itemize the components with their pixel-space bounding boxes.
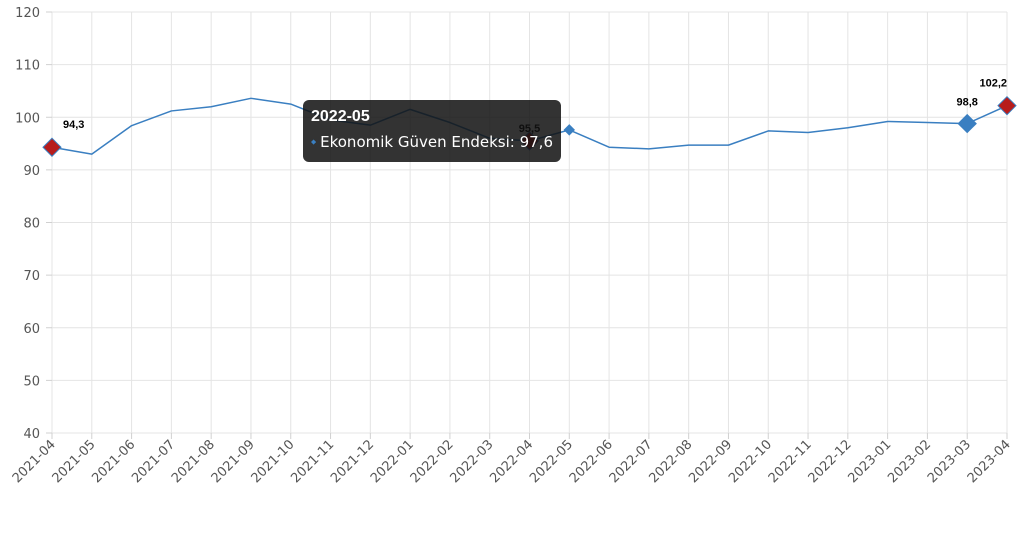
y-tick-label: 70 bbox=[23, 269, 40, 284]
data-point-marker[interactable] bbox=[997, 95, 1017, 116]
y-tick-label: 110 bbox=[15, 59, 40, 74]
markers-layer bbox=[42, 95, 1017, 157]
data-point-marker[interactable] bbox=[957, 113, 977, 134]
y-tick-label: 120 bbox=[15, 6, 40, 21]
x-tick-label: 2023-04 bbox=[965, 437, 1014, 486]
y-tick-label: 50 bbox=[23, 374, 40, 389]
tooltip: 2022-05 Ekonomik Güven Endeksi: 97,6 bbox=[303, 100, 561, 162]
tooltip-series-name: Ekonomik Güven Endeksi bbox=[320, 133, 510, 151]
y-tick-label: 40 bbox=[23, 427, 40, 442]
data-label: 102,2 bbox=[979, 78, 1007, 90]
tooltip-row: Ekonomik Güven Endeksi: 97,6 bbox=[311, 133, 553, 151]
tooltip-value: 97,6 bbox=[519, 133, 553, 151]
tooltip-title: 2022-05 bbox=[311, 108, 370, 125]
grid-lines bbox=[51, 11, 1008, 434]
y-tick-label: 80 bbox=[23, 217, 40, 232]
y-tick-label: 100 bbox=[15, 111, 40, 126]
data-point-marker[interactable] bbox=[42, 137, 62, 157]
tooltip-separator: : bbox=[509, 133, 520, 151]
hover-point-marker[interactable] bbox=[563, 124, 575, 136]
y-tick-label: 90 bbox=[23, 164, 40, 179]
data-label: 98,8 bbox=[956, 97, 977, 109]
data-label: 94,3 bbox=[63, 119, 84, 131]
y-axis: 40 50 60 70 80 90 100 110 120 bbox=[15, 6, 52, 442]
diamond-icon bbox=[311, 139, 317, 145]
x-axis: 2021-042021-052021-062021-072021-082021-… bbox=[10, 433, 1014, 486]
y-tick-label: 60 bbox=[23, 322, 40, 337]
